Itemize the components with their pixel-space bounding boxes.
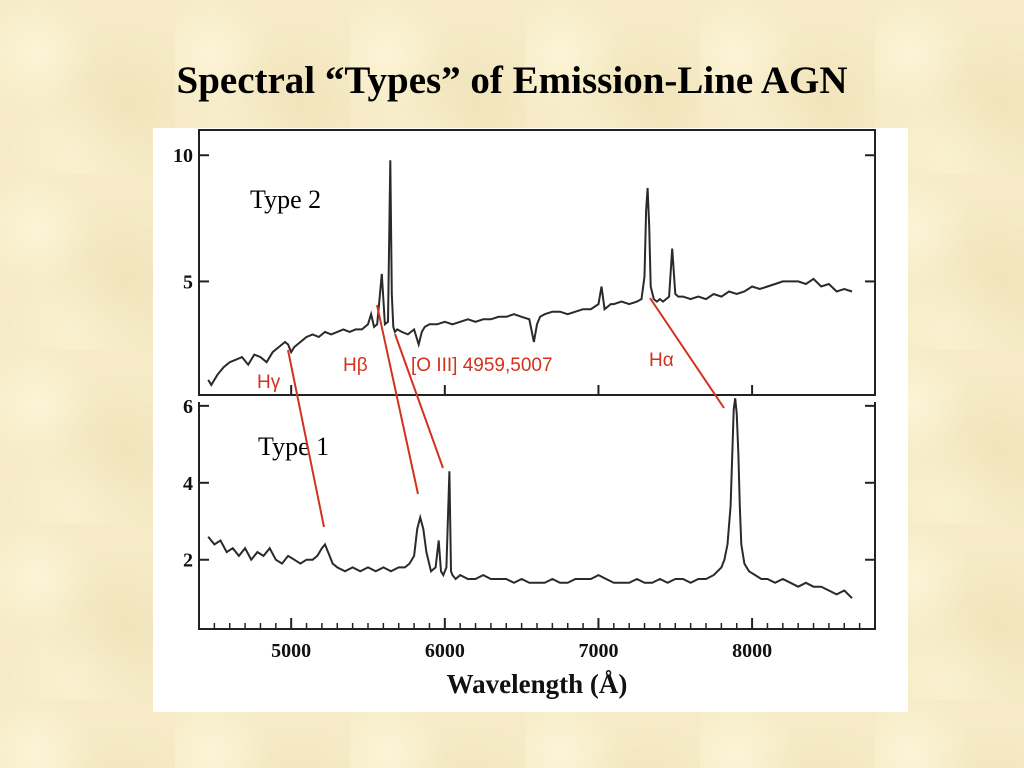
- spectra-figure: 5 10 Type 2 2 4 6 5000 6000 7000 8000 Type 1 W…: [153, 128, 908, 712]
- type1-ytick-label: 6: [183, 396, 193, 418]
- oiii-connector: [394, 333, 444, 469]
- type1-xtick-label: 6000: [425, 640, 465, 662]
- halpha-label: Hα: [649, 350, 674, 371]
- type1-xtick-label: 7000: [578, 640, 618, 662]
- type1-xtick-label: 5000: [271, 640, 311, 662]
- hbeta-connector: [376, 304, 419, 495]
- type1-label: Type 1: [258, 432, 329, 461]
- type2-frame: [198, 129, 876, 396]
- type1-ytick-label: 4: [183, 473, 193, 495]
- type2-panel: 5 10 Type 2: [173, 129, 876, 396]
- type1-spectrum-line: [207, 398, 853, 599]
- type2-ytick-label: 5: [183, 271, 193, 293]
- oiii-label: [O III] 4959,5007: [411, 355, 553, 376]
- type2-label: Type 2: [250, 185, 321, 214]
- hgamma-label: Hγ: [257, 372, 281, 393]
- halpha-connector: [649, 297, 725, 409]
- line-annotations: Hγ Hβ [O III] 4959,5007 Hα: [257, 297, 725, 528]
- hgamma-connector: [287, 349, 325, 528]
- type2-spectrum-line: [207, 160, 853, 387]
- type1-ytick-label: 2: [183, 550, 193, 572]
- slide-title: Spectral “Types” of Emission-Line AGN: [176, 59, 848, 102]
- type2-ytick-label: 10: [173, 145, 193, 167]
- type1-panel: 2 4 6 5000 6000 7000 8000 Type 1 Wavelength (…: [183, 396, 876, 699]
- hbeta-label: Hβ: [343, 355, 368, 376]
- x-axis-label: Wavelength (Å): [447, 669, 628, 699]
- spectra-chart: 5 10 Type 2 2 4 6 5000 6000 7000 8000 Type 1 W…: [173, 129, 876, 699]
- type1-xtick-label: 8000: [732, 640, 772, 662]
